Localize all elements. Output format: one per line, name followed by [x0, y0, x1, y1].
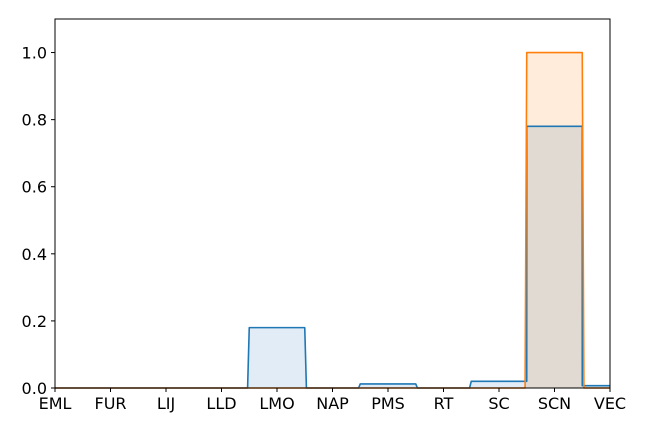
x-tick-label: VEC [594, 394, 626, 413]
y-tick-label: 0.8 [22, 111, 47, 130]
x-tick-label: LLD [206, 394, 236, 413]
x-tick-label: EML [39, 394, 72, 413]
y-tick-label: 0.4 [22, 245, 47, 264]
series-1-line [55, 125, 610, 389]
y-tick-label: 0.2 [22, 312, 47, 331]
x-tick-label: LIJ [157, 394, 175, 413]
x-tick-label: PMS [371, 394, 405, 413]
x-tick-label: NAP [316, 394, 349, 413]
x-tick-label: LMO [259, 394, 294, 413]
series-fills [55, 52, 610, 389]
x-tick-label: SC [488, 394, 509, 413]
y-tick-label: 0.6 [22, 178, 47, 197]
y-axis: 0.0 0.2 0.4 0.6 0.8 1.0 [22, 44, 55, 398]
x-tick-label: SCN [538, 394, 571, 413]
x-axis: EML FUR LIJ LLD LMO NAP PMS RT SC SCN VEC [39, 388, 626, 413]
x-tick-label: RT [434, 394, 454, 413]
y-tick-label: 0.0 [22, 379, 47, 398]
series-2-area [55, 52, 610, 389]
series-lines [55, 51, 610, 389]
x-tick-label: FUR [94, 394, 126, 413]
y-tick-label: 1.0 [22, 44, 47, 63]
